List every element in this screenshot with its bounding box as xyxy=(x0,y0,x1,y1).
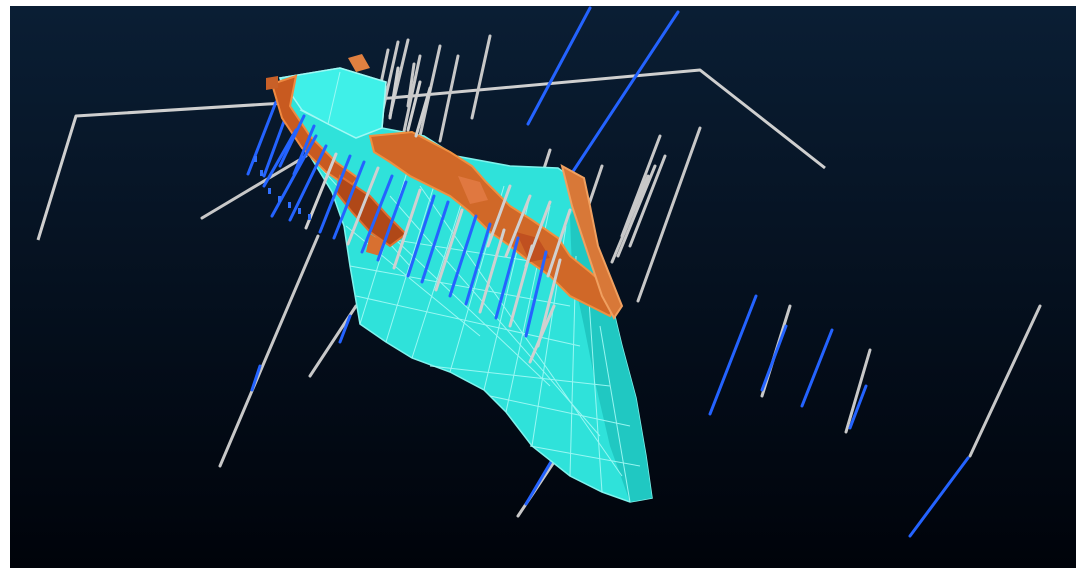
collar-markers xyxy=(254,156,311,220)
3d-viewport[interactable] xyxy=(10,6,1076,568)
orebody-solid xyxy=(278,67,653,503)
3d-scene xyxy=(10,6,1076,568)
drillholes-blue xyxy=(246,6,970,538)
